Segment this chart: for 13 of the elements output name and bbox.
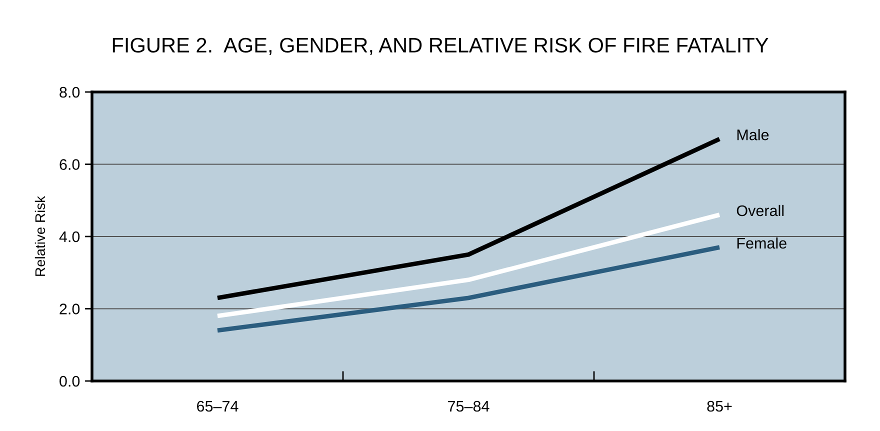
y-tick-label: 0.0 [60,376,80,387]
chart-title: FIGURE 2. AGE, GENDER, AND RELATIVE RISK OF FIRE FATALITY [112,38,768,56]
series-label: Female [737,237,786,249]
series-label: Male [737,129,769,140]
series-label: Overall [736,204,784,216]
y-tick-label: 2.0 [60,304,80,314]
y-tick-label: 8.0 [60,86,80,98]
x-tick-label: 65–74 [197,400,238,412]
x-tick-label: 75–84 [448,400,490,412]
y-axis-title: Relative Risk [34,196,46,276]
x-tick-label: 85+ [707,400,732,412]
y-tick-label: 6.0 [60,159,80,170]
y-tick-label: 4.0 [59,231,80,242]
